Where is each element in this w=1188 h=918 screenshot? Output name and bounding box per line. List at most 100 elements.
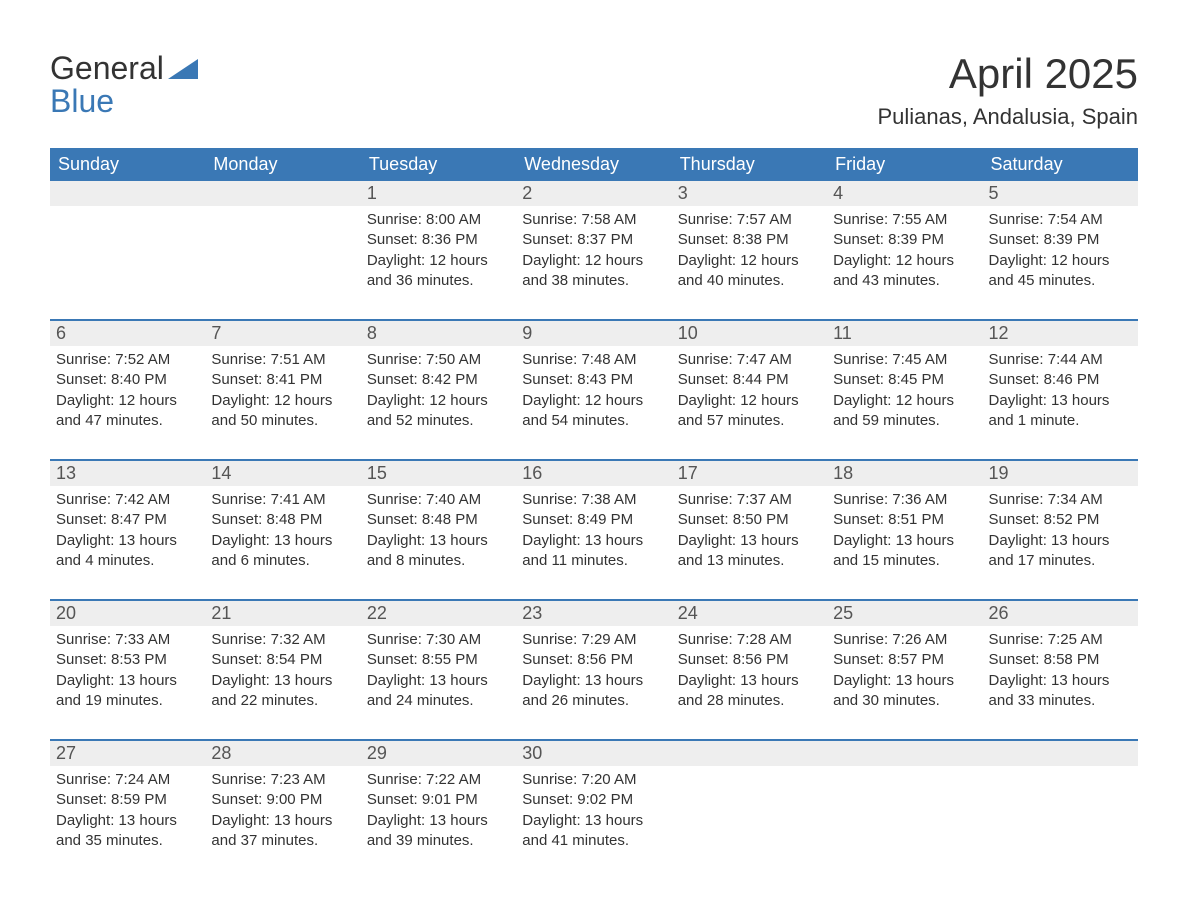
daylight-text: Daylight: 13 hours and 13 minutes.: [678, 531, 821, 572]
daylight-text: Daylight: 12 hours and 52 minutes.: [367, 391, 510, 432]
sunset-text: Sunset: 8:52 PM: [989, 510, 1132, 530]
week-row: 20Sunrise: 7:33 AMSunset: 8:53 PMDayligh…: [50, 599, 1138, 721]
sunrise-text: Sunrise: 7:26 AM: [833, 630, 976, 650]
sunset-text: Sunset: 8:40 PM: [56, 370, 199, 390]
day-body: Sunrise: 7:38 AMSunset: 8:49 PMDaylight:…: [516, 486, 671, 571]
sunrise-text: Sunrise: 7:20 AM: [522, 770, 665, 790]
day-cell: 21Sunrise: 7:32 AMSunset: 8:54 PMDayligh…: [205, 601, 360, 721]
sunrise-text: Sunrise: 8:00 AM: [367, 210, 510, 230]
day-number: 11: [827, 321, 982, 346]
daylight-text: Daylight: 12 hours and 45 minutes.: [989, 251, 1132, 292]
day-number: [205, 181, 360, 206]
sunrise-text: Sunrise: 7:48 AM: [522, 350, 665, 370]
sunrise-text: Sunrise: 7:36 AM: [833, 490, 976, 510]
sunrise-text: Sunrise: 7:52 AM: [56, 350, 199, 370]
day-number: [672, 741, 827, 766]
daylight-text: Daylight: 13 hours and 26 minutes.: [522, 671, 665, 712]
day-number: [983, 741, 1138, 766]
daylight-text: Daylight: 12 hours and 57 minutes.: [678, 391, 821, 432]
daylight-text: Daylight: 12 hours and 50 minutes.: [211, 391, 354, 432]
sunrise-text: Sunrise: 7:40 AM: [367, 490, 510, 510]
sunset-text: Sunset: 8:48 PM: [367, 510, 510, 530]
day-cell: 1Sunrise: 8:00 AMSunset: 8:36 PMDaylight…: [361, 181, 516, 301]
day-cell: 15Sunrise: 7:40 AMSunset: 8:48 PMDayligh…: [361, 461, 516, 581]
day-body: Sunrise: 7:23 AMSunset: 9:00 PMDaylight:…: [205, 766, 360, 851]
day-cell: 20Sunrise: 7:33 AMSunset: 8:53 PMDayligh…: [50, 601, 205, 721]
dow-monday: Monday: [205, 148, 360, 181]
day-cell: 28Sunrise: 7:23 AMSunset: 9:00 PMDayligh…: [205, 741, 360, 861]
day-cell: 11Sunrise: 7:45 AMSunset: 8:45 PMDayligh…: [827, 321, 982, 441]
daylight-text: Daylight: 12 hours and 47 minutes.: [56, 391, 199, 432]
day-number: 14: [205, 461, 360, 486]
day-number: 19: [983, 461, 1138, 486]
daylight-text: Daylight: 13 hours and 8 minutes.: [367, 531, 510, 572]
daylight-text: Daylight: 13 hours and 37 minutes.: [211, 811, 354, 852]
sunrise-text: Sunrise: 7:34 AM: [989, 490, 1132, 510]
day-body: Sunrise: 7:36 AMSunset: 8:51 PMDaylight:…: [827, 486, 982, 571]
day-cell: [205, 181, 360, 301]
day-body: Sunrise: 7:29 AMSunset: 8:56 PMDaylight:…: [516, 626, 671, 711]
daylight-text: Daylight: 13 hours and 17 minutes.: [989, 531, 1132, 572]
day-number: 13: [50, 461, 205, 486]
day-body: Sunrise: 7:40 AMSunset: 8:48 PMDaylight:…: [361, 486, 516, 571]
sunrise-text: Sunrise: 7:22 AM: [367, 770, 510, 790]
daylight-text: Daylight: 12 hours and 59 minutes.: [833, 391, 976, 432]
dow-friday: Friday: [827, 148, 982, 181]
sunrise-text: Sunrise: 7:45 AM: [833, 350, 976, 370]
day-cell: 9Sunrise: 7:48 AMSunset: 8:43 PMDaylight…: [516, 321, 671, 441]
header: General Blue April 2025 Pulianas, Andalu…: [50, 50, 1138, 130]
daylight-text: Daylight: 13 hours and 1 minute.: [989, 391, 1132, 432]
sunrise-text: Sunrise: 7:42 AM: [56, 490, 199, 510]
sunset-text: Sunset: 8:42 PM: [367, 370, 510, 390]
sunrise-text: Sunrise: 7:24 AM: [56, 770, 199, 790]
day-body: Sunrise: 7:48 AMSunset: 8:43 PMDaylight:…: [516, 346, 671, 431]
daylight-text: Daylight: 13 hours and 15 minutes.: [833, 531, 976, 572]
day-cell: 14Sunrise: 7:41 AMSunset: 8:48 PMDayligh…: [205, 461, 360, 581]
day-cell: 8Sunrise: 7:50 AMSunset: 8:42 PMDaylight…: [361, 321, 516, 441]
week-row: 13Sunrise: 7:42 AMSunset: 8:47 PMDayligh…: [50, 459, 1138, 581]
day-number: 17: [672, 461, 827, 486]
sunrise-text: Sunrise: 7:29 AM: [522, 630, 665, 650]
day-cell: 19 Sunrise: 7:34 AMSunset: 8:52 PMDayligh…: [983, 461, 1138, 581]
sunset-text: Sunset: 8:39 PM: [833, 230, 976, 250]
calendar: Sunday Monday Tuesday Wednesday Thursday…: [50, 148, 1138, 861]
day-number: 3: [672, 181, 827, 206]
day-cell: 7Sunrise: 7:51 AMSunset: 8:41 PMDaylight…: [205, 321, 360, 441]
day-body: Sunrise: 7:58 AMSunset: 8:37 PMDaylight:…: [516, 206, 671, 291]
sunset-text: Sunset: 9:01 PM: [367, 790, 510, 810]
day-cell: 27Sunrise: 7:24 AMSunset: 8:59 PMDayligh…: [50, 741, 205, 861]
day-cell: 6Sunrise: 7:52 AMSunset: 8:40 PMDaylight…: [50, 321, 205, 441]
sunrise-text: Sunrise: 7:58 AM: [522, 210, 665, 230]
day-body: Sunrise: 8:00 AMSunset: 8:36 PMDaylight:…: [361, 206, 516, 291]
daylight-text: Daylight: 13 hours and 11 minutes.: [522, 531, 665, 572]
day-body: Sunrise: 7:30 AMSunset: 8:55 PMDaylight:…: [361, 626, 516, 711]
sunset-text: Sunset: 8:38 PM: [678, 230, 821, 250]
day-cell: 10Sunrise: 7:47 AMSunset: 8:44 PMDayligh…: [672, 321, 827, 441]
day-number: 9: [516, 321, 671, 346]
day-number: 1: [361, 181, 516, 206]
day-cell: [827, 741, 982, 861]
day-body: Sunrise: 7:54 AMSunset: 8:39 PMDaylight:…: [983, 206, 1138, 291]
day-body: Sunrise: 7:22 AMSunset: 9:01 PMDaylight:…: [361, 766, 516, 851]
sunset-text: Sunset: 8:58 PM: [989, 650, 1132, 670]
day-number: 21: [205, 601, 360, 626]
sunset-text: Sunset: 8:44 PM: [678, 370, 821, 390]
day-cell: 24Sunrise: 7:28 AMSunset: 8:56 PMDayligh…: [672, 601, 827, 721]
logo-triangle-icon: [168, 50, 198, 87]
week-row: 1Sunrise: 8:00 AMSunset: 8:36 PMDaylight…: [50, 181, 1138, 301]
day-body: Sunrise: 7:57 AMSunset: 8:38 PMDaylight:…: [672, 206, 827, 291]
sunset-text: Sunset: 9:02 PM: [522, 790, 665, 810]
day-number: 2: [516, 181, 671, 206]
daylight-text: Daylight: 13 hours and 6 minutes.: [211, 531, 354, 572]
day-number: 25: [827, 601, 982, 626]
day-number: 23: [516, 601, 671, 626]
logo-word2: Blue: [50, 83, 114, 120]
dow-wednesday: Wednesday: [516, 148, 671, 181]
day-number: 5: [983, 181, 1138, 206]
day-body: Sunrise: 7:42 AMSunset: 8:47 PMDaylight:…: [50, 486, 205, 571]
sunrise-text: Sunrise: 7:33 AM: [56, 630, 199, 650]
sunrise-text: Sunrise: 7:44 AM: [989, 350, 1132, 370]
day-number: 15: [361, 461, 516, 486]
day-number: [50, 181, 205, 206]
sunset-text: Sunset: 8:48 PM: [211, 510, 354, 530]
